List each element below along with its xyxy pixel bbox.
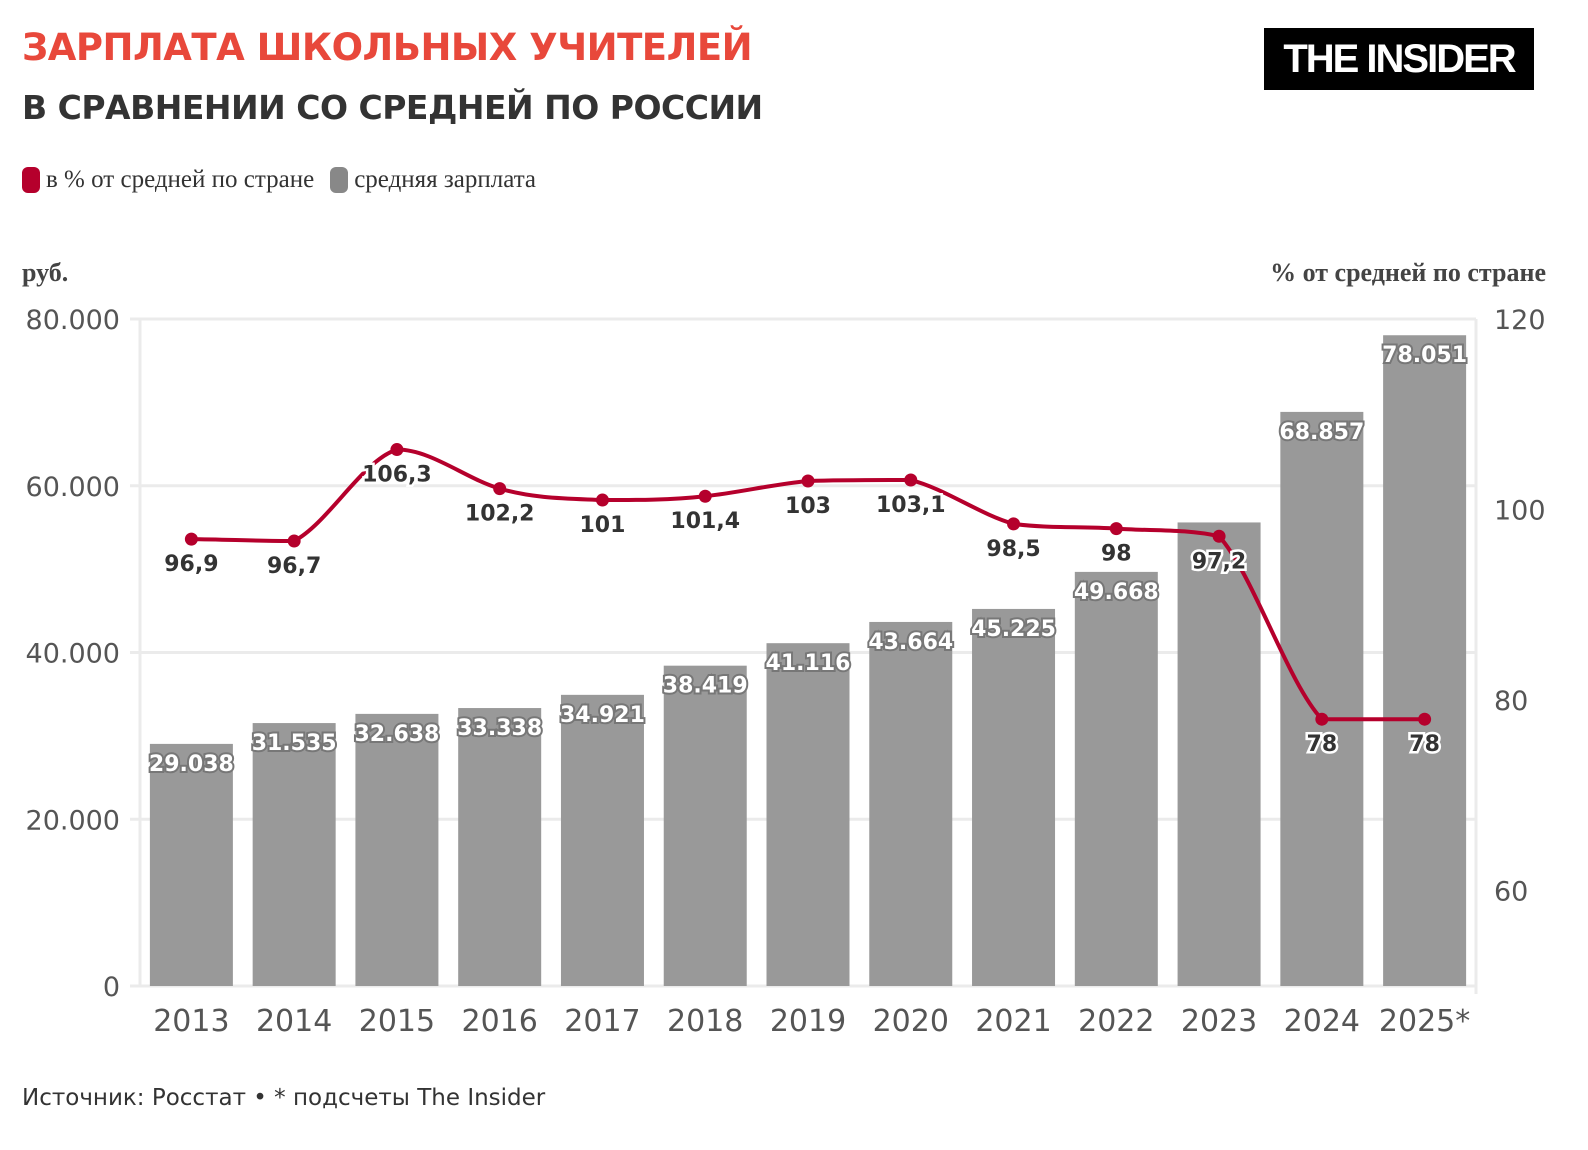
bar-2015 (355, 713, 439, 986)
bar-2022 (1074, 571, 1158, 986)
line-point-2019 (801, 474, 815, 488)
bar-value-label: 38.419 (663, 674, 748, 699)
x-tick-label: 2024 (1284, 1004, 1360, 1039)
bar-2013 (149, 743, 233, 986)
line-value-label: 96,7 (267, 554, 321, 579)
x-tick-label: 2025* (1379, 1004, 1470, 1039)
line-value-label: 101 (579, 513, 625, 538)
bar-value-label: 68.857 (1279, 420, 1364, 445)
line-value-label: 97,2 (1192, 549, 1246, 574)
x-tick-label: 2017 (564, 1004, 640, 1039)
logo: THE INSIDER (1264, 28, 1534, 90)
legend-item-percent: в % от средней по стране (22, 166, 314, 194)
bar-2021 (972, 608, 1056, 986)
right-tick-label: 120 (1494, 305, 1546, 336)
line-value-label: 103,1 (876, 493, 946, 518)
line-value-label: 106,3 (362, 463, 432, 488)
legend: в % от средней по стране средняя зарплат… (22, 166, 552, 194)
bar-2019 (766, 643, 850, 986)
x-tick-label: 2018 (667, 1004, 743, 1039)
bar-2017 (560, 694, 644, 986)
x-tick-label: 2020 (873, 1004, 949, 1039)
line-point-2015 (390, 443, 404, 457)
line-value-label: 78 (1307, 732, 1338, 757)
bar-value-label: 41.116 (766, 651, 851, 676)
line-value-label: 98 (1101, 542, 1132, 567)
bar-2023 (1177, 522, 1261, 986)
bar-value-label: 29.038 (149, 752, 234, 777)
line-point-2025* (1418, 712, 1432, 726)
bar-value-label: 32.638 (354, 722, 439, 747)
left-tick-label: 40.000 (26, 639, 120, 670)
bar-2020 (869, 621, 953, 986)
x-tick-label: 2015 (359, 1004, 435, 1039)
line-value-label: 101,4 (670, 509, 740, 534)
left-tick-label: 0 (103, 972, 120, 1003)
source-note: Источник: Росстат • * подсчеты The Insid… (22, 1085, 546, 1111)
bar-2016 (458, 708, 542, 986)
line-point-2018 (698, 489, 712, 503)
line-point-2023 (1212, 529, 1226, 543)
left-axis-title: руб. (22, 258, 69, 287)
x-tick-label: 2022 (1078, 1004, 1154, 1039)
right-tick-label: 60 (1494, 877, 1528, 908)
bar-2014 (252, 723, 336, 986)
left-tick-label: 60.000 (26, 472, 120, 503)
legend-swatch-gray (330, 167, 349, 193)
bar-value-label: 45.225 (971, 617, 1056, 642)
x-tick-label: 2016 (462, 1004, 538, 1039)
chart-subtitle: В СРАВНЕНИИ СО СРЕДНЕЙ ПО РОССИИ (22, 88, 763, 127)
right-tick-label: 100 (1494, 496, 1546, 527)
left-tick-label: 20.000 (26, 805, 120, 836)
line-point-2017 (595, 493, 609, 507)
bar-value-label: 34.921 (560, 703, 645, 728)
bar-value-label: 49.668 (1074, 580, 1159, 605)
x-tick-label: 2014 (256, 1004, 332, 1039)
line-point-2013 (184, 532, 198, 546)
line-point-2021 (1007, 517, 1021, 531)
legend-label: средняя зарплата (354, 166, 537, 193)
line-point-2024 (1315, 712, 1329, 726)
bar-2018 (663, 665, 747, 986)
chart-title: ЗАРПЛАТА ШКОЛЬНЫХ УЧИТЕЛЕЙ (22, 26, 753, 69)
x-tick-label: 2013 (153, 1004, 229, 1039)
line-point-2020 (904, 473, 918, 487)
right-tick-label: 80 (1494, 686, 1528, 717)
line-value-label: 98,5 (986, 537, 1040, 562)
x-tick-label: 2019 (770, 1004, 846, 1039)
bar-2024 (1280, 411, 1364, 986)
line-value-label: 96,9 (164, 552, 218, 577)
bar-value-label: 31.535 (252, 731, 337, 756)
x-tick-label: 2023 (1181, 1004, 1257, 1039)
legend-item-salary: средняя зарплата (330, 166, 536, 194)
line-value-label: 102,2 (465, 502, 535, 527)
legend-label: в % от средней по стране (46, 166, 315, 193)
line-value-label: 78 (1409, 732, 1440, 757)
bar-value-label: 43.664 (868, 630, 953, 655)
line-point-2022 (1109, 522, 1123, 536)
bar-value-label: 78.051 (1382, 343, 1467, 368)
right-axis-title: % от средней по стране (1270, 258, 1546, 287)
x-tick-label: 2021 (975, 1004, 1051, 1039)
left-tick-label: 80.000 (26, 305, 120, 336)
line-point-2014 (287, 534, 301, 548)
line-value-label: 103 (785, 494, 831, 519)
line-point-2016 (493, 482, 507, 496)
bar-value-label: 33.338 (457, 716, 542, 741)
bar-2025* (1383, 335, 1467, 987)
legend-swatch-red (22, 167, 40, 193)
